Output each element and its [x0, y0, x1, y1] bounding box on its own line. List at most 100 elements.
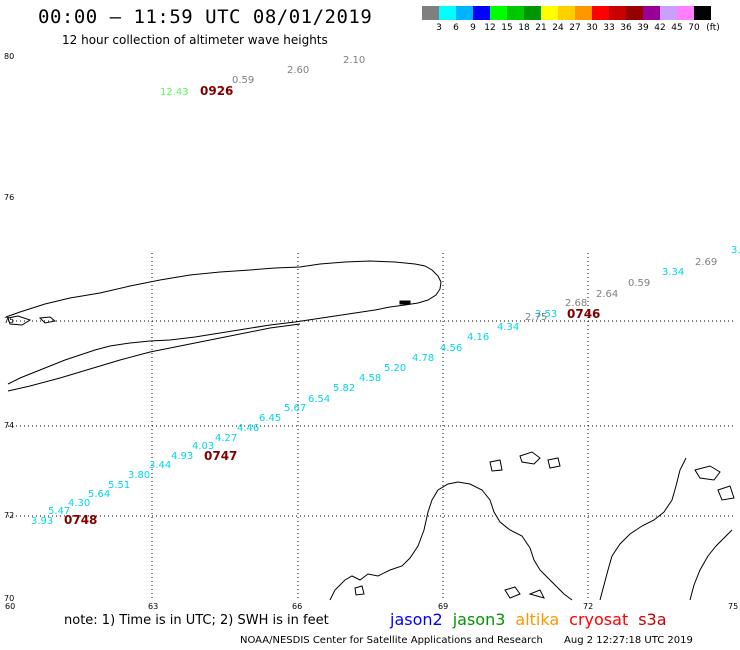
mission-name: altika — [515, 610, 560, 629]
legend-tick-label: 30 — [586, 23, 598, 33]
map-title: 00:00 — 11:59 UTC 08/01/2019 — [38, 6, 373, 28]
legend-tick-label: 39 — [637, 23, 649, 33]
coastline-islet-marker — [399, 300, 411, 305]
swh-value-label: 4.03 — [192, 441, 214, 452]
lat-lon-grid — [8, 253, 735, 600]
legend-swatch — [507, 6, 524, 20]
swh-value-label: 3. — [731, 245, 740, 256]
credit-text: NOAA/NESDIS Center for Satellite Applica… — [240, 635, 543, 646]
coastline-mainland-bay — [329, 481, 573, 601]
lat-label-70: 70 — [4, 594, 14, 603]
legend-tick-label: 15 — [501, 23, 513, 33]
swh-value-label: 4.56 — [440, 343, 462, 354]
legend-swatch — [592, 6, 609, 20]
swh-value-label: 5.51 — [108, 480, 130, 491]
lat-label-80: 80 — [4, 52, 14, 61]
legend-swatch — [490, 6, 507, 20]
wave-height-observations: 12.43 0.59 2.60 2.10 0926 3. 2.69 3.34 0.59 2.64 2… — [31, 55, 740, 527]
legend-swatch — [541, 6, 558, 20]
coastline-islands-east — [489, 451, 735, 501]
swh-value-label: 4.34 — [497, 322, 519, 333]
swh-value-label: 3.53 — [535, 309, 557, 320]
legend-swatch — [660, 6, 677, 20]
legend-swatch — [694, 6, 711, 20]
footnote: note: 1) Time is in UTC; 2) SWH is in fe… — [64, 613, 329, 628]
legend-tick-label: 6 — [453, 23, 459, 33]
credit-line: NOAA/NESDIS Center for Satellite Applica… — [240, 635, 693, 646]
legend-swatch — [439, 6, 456, 20]
axis-labels: 80 76 75 74 72 70 60 63 66 69 72 75 — [4, 52, 738, 611]
mission-legend: jason2 jason3 altika cryosat s3a — [390, 610, 677, 629]
swh-value-label: 4.30 — [68, 498, 90, 509]
lon-label-63: 63 — [148, 602, 158, 611]
swh-value-label: 5.47 — [48, 506, 70, 517]
legend-swatch — [677, 6, 694, 20]
swh-value-label: 4.16 — [467, 332, 489, 343]
swh-value-label: 5.20 — [384, 363, 406, 374]
legend-swatch — [609, 6, 626, 20]
lon-label-60: 60 — [5, 602, 15, 611]
swh-value-label: 4.58 — [359, 373, 381, 384]
legend-swatch — [643, 6, 660, 20]
swh-value-label: 2.75 — [525, 312, 547, 323]
swh-value-label: 6.54 — [308, 394, 330, 405]
swh-value-label: 4.46 — [237, 423, 259, 434]
legend-tick-label: 70 — [688, 23, 700, 33]
legend-tick-label: 24 — [552, 23, 564, 33]
legend-unit: (ft) — [706, 23, 720, 33]
mission-name: jason3 — [452, 610, 506, 629]
lon-label-66: 66 — [292, 602, 302, 611]
swh-value-label: 2.68 — [565, 298, 587, 309]
coastline-far-east — [689, 529, 733, 601]
legend-tick-label: 33 — [603, 23, 615, 33]
swh-value-label: 6.45 — [259, 413, 281, 424]
coastline-west-islets — [7, 315, 57, 326]
pass-time-label: 0747 — [204, 449, 237, 463]
swh-value-label: 4.78 — [412, 353, 434, 364]
map-subtitle: 12 hour collection of altimeter wave hei… — [62, 33, 328, 47]
coastline-east-shore — [599, 457, 687, 601]
pass-time-label: 0746 — [567, 307, 600, 321]
legend-swatch — [524, 6, 541, 20]
legend-swatch — [575, 6, 592, 20]
coastline — [5, 260, 735, 601]
lon-label-75: 75 — [728, 602, 738, 611]
coastline-islands-south — [354, 585, 545, 599]
lat-label-75: 75 — [4, 316, 14, 325]
legend-tick-label: 42 — [654, 23, 666, 33]
swh-value-label: 3.80 — [128, 470, 150, 481]
swh-value-label: 2.64 — [596, 289, 618, 300]
legend-swatch — [473, 6, 490, 20]
mission-name: s3a — [638, 610, 667, 629]
legend-tick-label: 45 — [671, 23, 683, 33]
legend-swatch — [626, 6, 643, 20]
legend-tick-label: 27 — [569, 23, 581, 33]
coastline-northern-island — [5, 260, 442, 385]
legend-swatch — [456, 6, 473, 20]
lat-label-74: 74 — [4, 421, 14, 430]
legend-swatch — [422, 6, 439, 20]
lat-label-72: 72 — [4, 511, 14, 520]
swh-value-label: 12.43 — [160, 87, 189, 98]
legend-tick-label: 21 — [535, 23, 547, 33]
mission-name: jason2 — [390, 610, 443, 629]
swh-value-label: 0.59 — [232, 75, 254, 86]
pass-time-label: 0926 — [200, 84, 233, 98]
swh-value-label: 5.67 — [284, 403, 306, 414]
swh-value-label: 2.69 — [695, 257, 717, 268]
legend-tick-label: 9 — [470, 23, 476, 33]
swh-value-label: 3.44 — [149, 460, 171, 471]
swh-value-label: 4.27 — [215, 433, 237, 444]
legend-tick-label: 18 — [518, 23, 530, 33]
mission-name: cryosat — [569, 610, 629, 629]
legend-tick-label: 36 — [620, 23, 632, 33]
legend-tick-label: 12 — [484, 23, 496, 33]
coastline-south-shore — [7, 323, 301, 392]
swh-value-label: 5.82 — [333, 383, 355, 394]
legend-swatch — [558, 6, 575, 20]
swh-value-label: 0.59 — [628, 278, 650, 289]
lon-label-69: 69 — [438, 602, 448, 611]
swh-value-label: 3.34 — [662, 267, 684, 278]
legend-tick-label: 3 — [436, 23, 442, 33]
